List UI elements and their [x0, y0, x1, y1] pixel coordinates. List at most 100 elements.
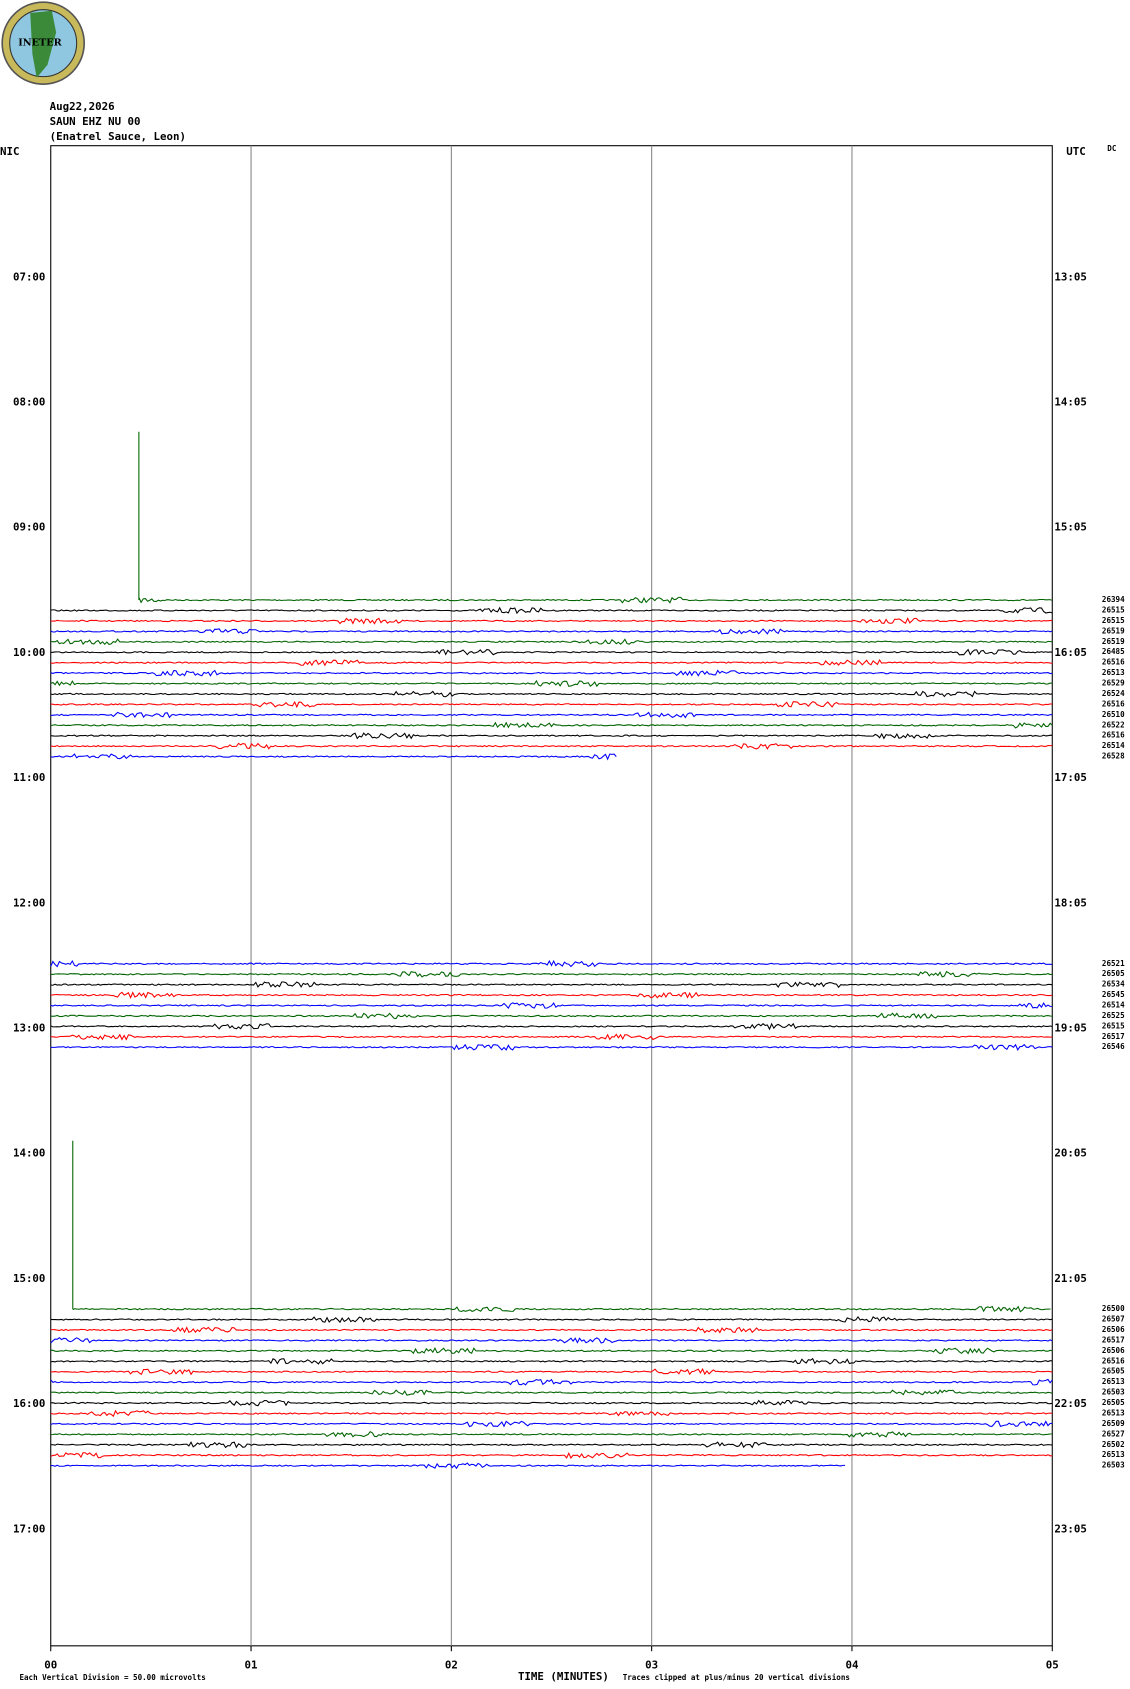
trace-label: 26529 — [1102, 679, 1125, 688]
trace — [50, 1033, 1053, 1041]
x-tick-label: 02 — [445, 1658, 458, 1671]
trace — [50, 1431, 1053, 1438]
right-time-label: 16:05 — [1054, 646, 1086, 659]
x-tick-label: 00 — [44, 1658, 57, 1671]
trace-label: 26515 — [1102, 605, 1125, 614]
x-tick-label: 04 — [845, 1658, 858, 1671]
x-axis-title: TIME (MINUTES) — [518, 1670, 609, 1683]
right-time-label: 13:05 — [1054, 270, 1086, 283]
trace-label: 26516 — [1102, 658, 1125, 667]
trace — [50, 1346, 1053, 1355]
trace-label: 26507 — [1102, 1315, 1125, 1324]
x-tick-label: 03 — [645, 1658, 658, 1671]
trace-label: 26513 — [1102, 668, 1125, 677]
date: Aug22,2026 — [50, 100, 115, 113]
trace-label: 26546 — [1102, 1042, 1125, 1051]
trace-label: 26514 — [1102, 741, 1125, 750]
station: SAUN EHZ NU 00 — [50, 115, 141, 128]
right-time-label: 15:05 — [1054, 521, 1086, 534]
trace-label: 26510 — [1102, 710, 1125, 719]
trace — [50, 669, 1053, 677]
trace — [50, 690, 1053, 698]
trace-label: 26506 — [1102, 1325, 1125, 1334]
trace — [50, 753, 617, 761]
trace — [50, 981, 1053, 989]
trace — [50, 1452, 1053, 1459]
trace-label: 26513 — [1102, 1377, 1125, 1386]
logo-text: INETER — [18, 38, 62, 49]
trace — [50, 628, 1053, 635]
trace-label: 26519 — [1102, 626, 1125, 635]
trace-label: 26516 — [1102, 731, 1125, 740]
trace — [50, 617, 1053, 625]
left-time-label: 09:00 — [13, 521, 45, 534]
right-time-label: 18:05 — [1054, 896, 1086, 909]
trace — [50, 711, 1053, 719]
trace — [50, 732, 1053, 740]
plot-frame — [50, 145, 1053, 1647]
trace — [50, 1012, 1053, 1020]
trace-label: 26503 — [1102, 1461, 1125, 1470]
trace — [50, 1315, 1053, 1324]
location: (Enatrel Sauce, Leon) — [50, 130, 186, 143]
left-time-label: 17:00 — [13, 1522, 45, 1535]
trace-label: 26514 — [1102, 1001, 1125, 1010]
trace-label: 26545 — [1102, 990, 1125, 999]
trace — [50, 970, 1053, 978]
trace-label: 26502 — [1102, 1440, 1125, 1449]
right-time-label: 23:05 — [1054, 1522, 1086, 1535]
trace — [50, 606, 1053, 615]
trace-label: 26505 — [1102, 1398, 1125, 1407]
logo-map — [30, 10, 57, 78]
trace — [50, 742, 1053, 750]
left-time-label: 14:00 — [13, 1147, 45, 1160]
trace-label: 26527 — [1102, 1429, 1125, 1438]
trace-label: 26515 — [1102, 1021, 1125, 1030]
x-tick-label: 01 — [245, 1658, 258, 1671]
trace — [50, 1367, 1053, 1376]
trace-label: 26394 — [1102, 595, 1125, 604]
trace-label: 26519 — [1102, 637, 1125, 646]
trace — [50, 638, 1053, 646]
left-axis-title: NIC — [0, 145, 19, 158]
trace-label: 26517 — [1102, 1032, 1125, 1041]
trace-label: 26517 — [1102, 1335, 1125, 1344]
trace-label: 26528 — [1102, 752, 1125, 761]
trace — [50, 1441, 1053, 1449]
trace — [50, 700, 1053, 709]
trace-label: 26521 — [1102, 959, 1125, 968]
right-time-label: 20:05 — [1054, 1147, 1086, 1160]
trace-label: 26534 — [1102, 980, 1125, 989]
left-time-label: 13:00 — [13, 1022, 45, 1035]
right-time-label: 21:05 — [1054, 1272, 1086, 1285]
left-time-label: 16:00 — [13, 1397, 45, 1410]
trace-label: 26513 — [1102, 1450, 1125, 1459]
trace — [50, 1409, 1053, 1418]
logo: INETER — [1, 1, 86, 85]
trace — [50, 1001, 1053, 1010]
left-time-label: 08:00 — [13, 396, 45, 409]
trace — [50, 1399, 1053, 1407]
trace-label: 26506 — [1102, 1346, 1125, 1355]
trace — [50, 659, 1053, 667]
left-time-label: 11:00 — [13, 771, 45, 784]
trace-label: 26524 — [1102, 689, 1125, 698]
trace-label: 26516 — [1102, 1356, 1125, 1365]
trace — [50, 1420, 1053, 1428]
trace-label: 26485 — [1102, 647, 1125, 656]
trace — [138, 596, 1053, 604]
right-time-label: 19:05 — [1054, 1022, 1086, 1035]
right-time-label: 22:05 — [1054, 1397, 1086, 1410]
left-time-label: 10:00 — [13, 646, 45, 659]
trace — [50, 1378, 1053, 1386]
left-time-label: 07:00 — [13, 270, 45, 283]
trace — [50, 679, 1053, 688]
x-tick-label: 05 — [1046, 1658, 1059, 1671]
trace-label: 26516 — [1102, 699, 1125, 708]
trace-label: 26509 — [1102, 1419, 1125, 1428]
trace-label: 26525 — [1102, 1011, 1125, 1020]
trace-label: 26500 — [1102, 1304, 1125, 1313]
scale-note: Each Vertical Division = 50.00 microvolt… — [19, 1673, 205, 1682]
trace — [50, 1357, 1053, 1365]
